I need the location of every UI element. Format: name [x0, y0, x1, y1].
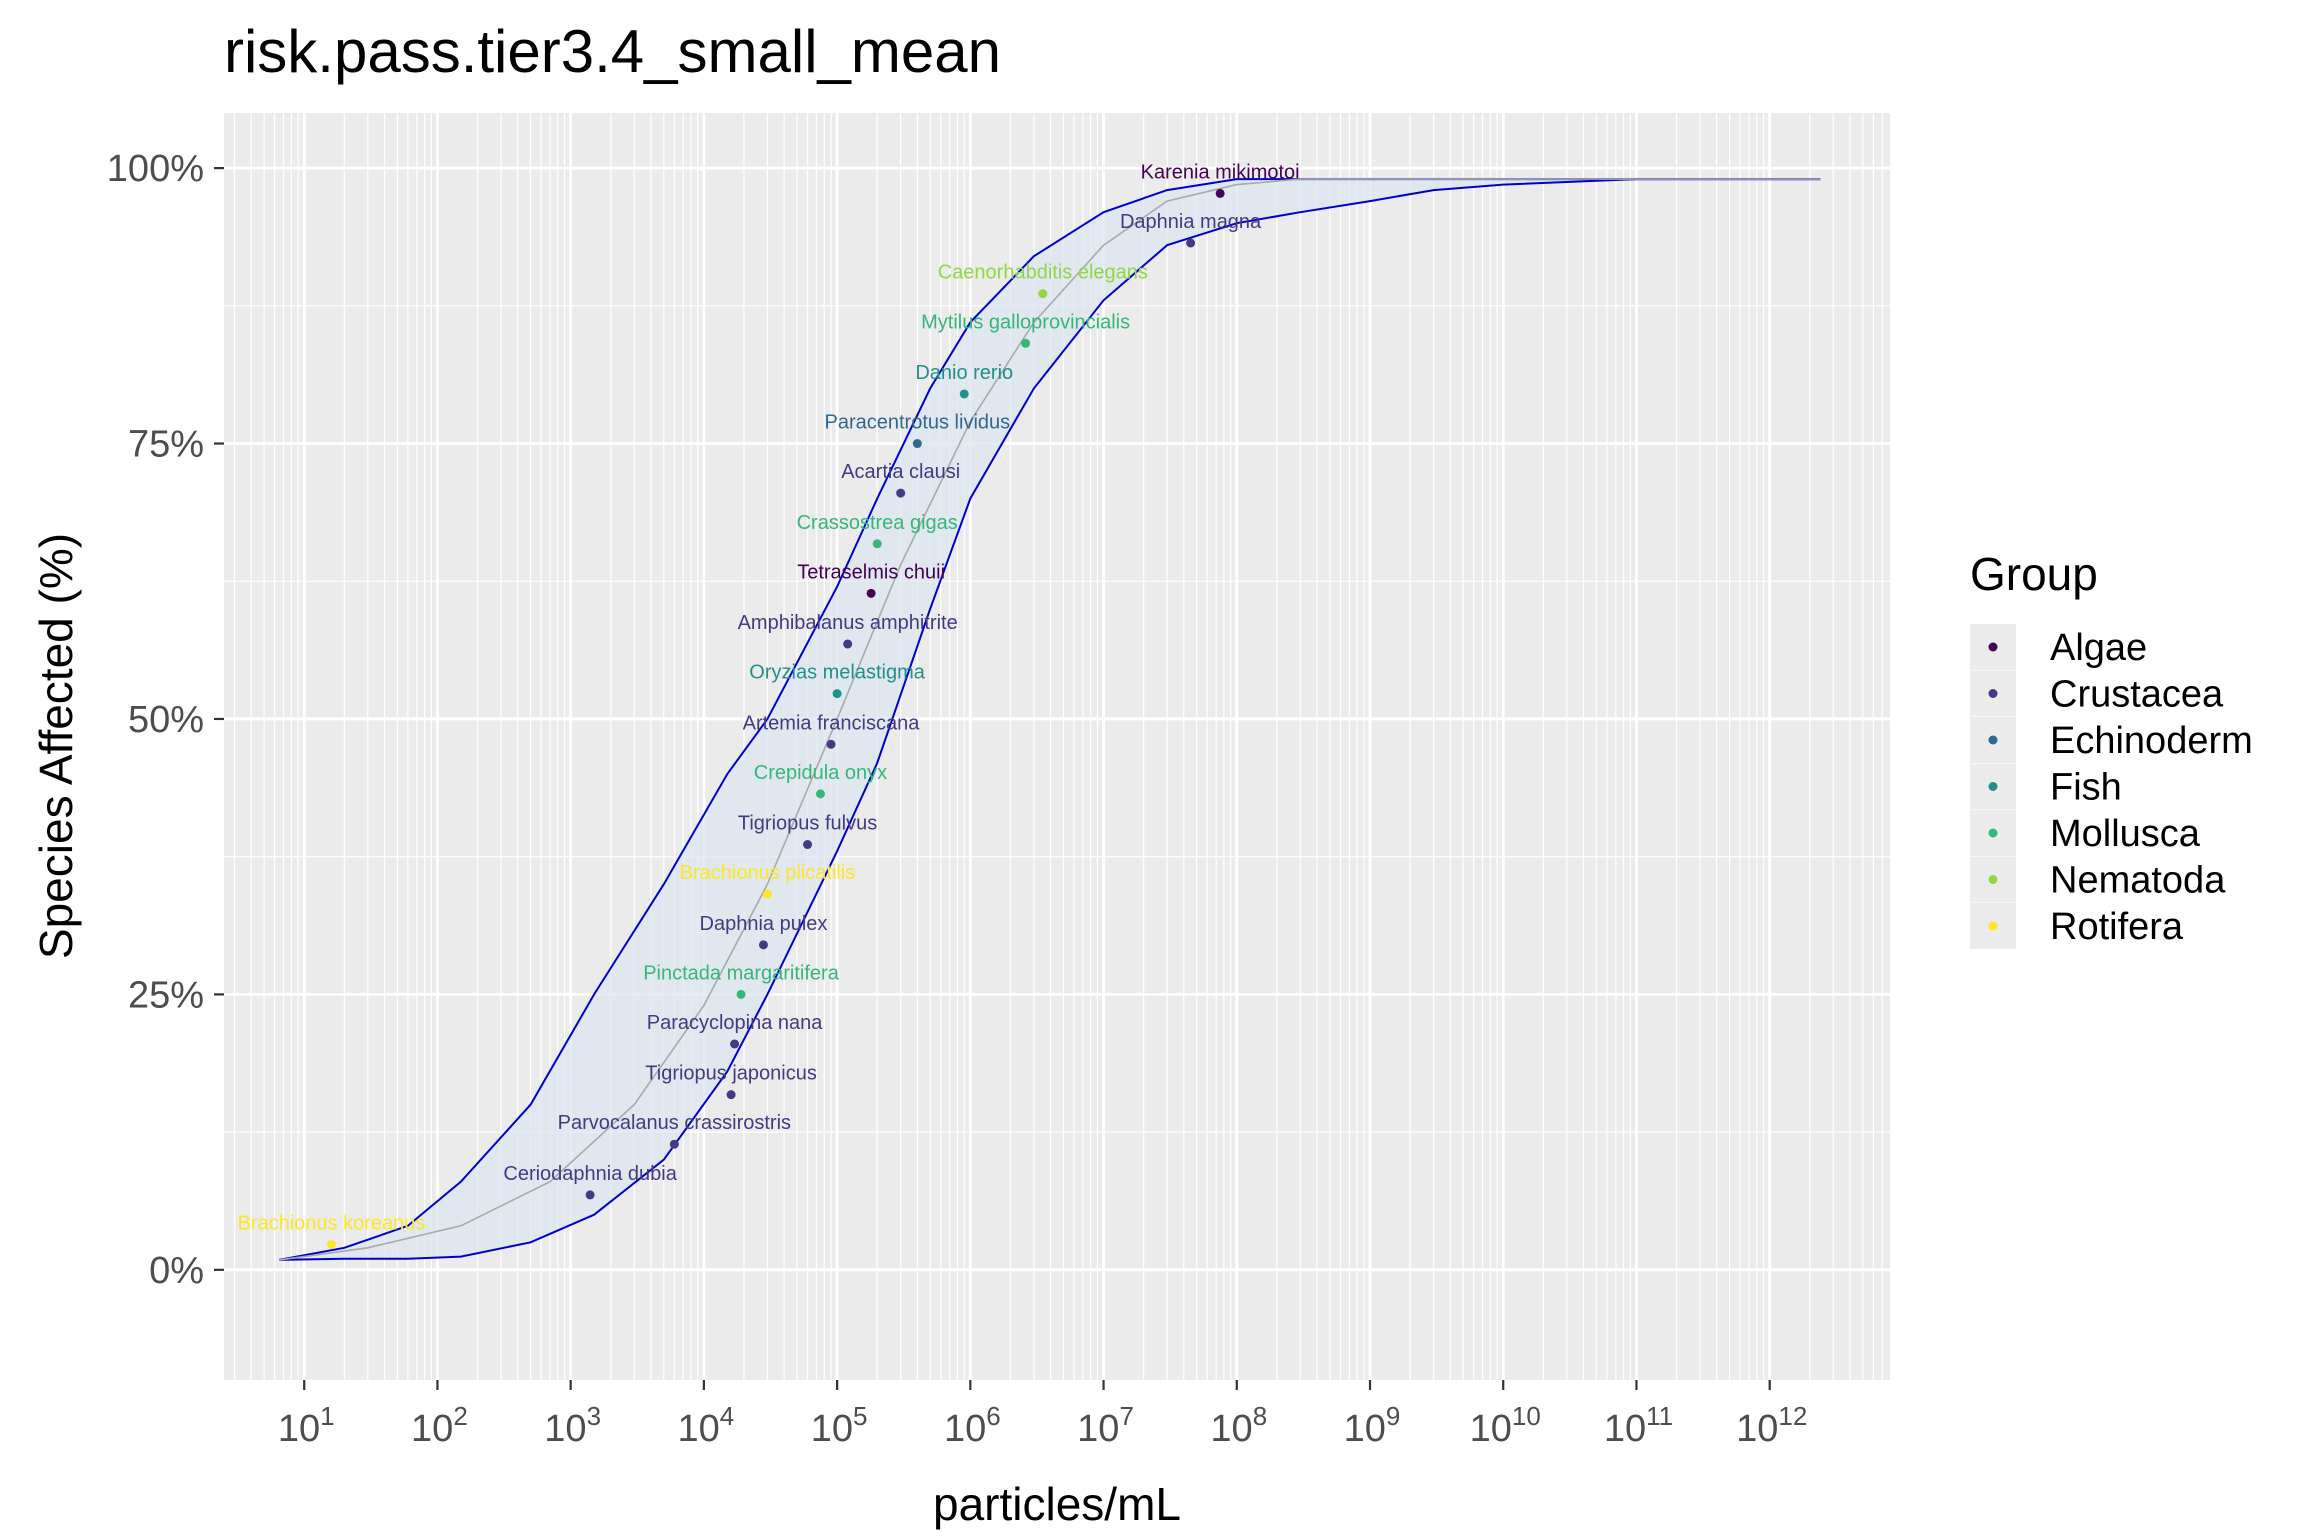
legend-title: Group [1970, 548, 2098, 600]
point-label: Oryzias melastigma [749, 662, 925, 684]
point-label: Brachionus koreanus [237, 1212, 425, 1234]
lower-confidence-line [279, 178, 1821, 1261]
legend-key-point [1988, 921, 1998, 931]
data-point [1215, 188, 1225, 198]
y-tick-label: 50% [128, 699, 204, 741]
x-tick-label: 102 [411, 1401, 468, 1450]
x-tick-label: 106 [944, 1401, 1001, 1450]
data-point [843, 639, 853, 649]
point-label: Caenorhabditis elegans [938, 262, 1148, 284]
y-tick-label: 25% [128, 974, 204, 1016]
data-point [762, 889, 772, 899]
legend-key-point [1988, 642, 1998, 652]
point-label: Ceriodaphnia dubia [503, 1163, 677, 1185]
legend-key-point [1988, 875, 1998, 884]
data-point [959, 389, 969, 399]
fit-curve [279, 178, 1821, 1261]
legend-label: Rotifera [2050, 906, 2184, 948]
data-point [896, 488, 906, 498]
x-axis-title: particles/mL [933, 1478, 1181, 1530]
data-point [803, 840, 813, 850]
point-label: Karenia mikimotoi [1141, 161, 1300, 183]
data-points [326, 188, 1225, 1249]
data-point [730, 1039, 740, 1049]
point-label: Brachionus plicatilis [680, 862, 856, 884]
legend-key-point [1988, 782, 1998, 791]
data-point [912, 439, 922, 449]
point-label: Tigriopus japonicus [645, 1063, 817, 1085]
point-label: Artemia franciscana [743, 712, 921, 734]
y-axis-ticks: 0% 25% 50% 75% 100% [107, 148, 224, 1292]
legend-key-point [1988, 828, 1998, 838]
confidence-band-fill [279, 179, 1821, 1260]
point-label: Acartia clausi [841, 461, 960, 483]
data-point [866, 588, 876, 598]
y-tick-label: 0% [149, 1250, 204, 1292]
point-label: Tetraselmis chuii [797, 561, 945, 583]
point-label: Parvocalanus crassirostris [558, 1112, 791, 1134]
x-tick-label: 1010 [1470, 1401, 1541, 1450]
point-label: Paracentrotus lividus [824, 412, 1010, 434]
data-point [585, 1190, 595, 1200]
x-tick-label: 104 [678, 1401, 735, 1450]
data-point [832, 689, 842, 699]
data-point [872, 539, 882, 549]
legend-key-point [1988, 735, 1998, 745]
x-axis-ticks: 101 102 103 104 105 106 107 108 109 1010 1011 1012 [278, 1380, 1807, 1450]
point-label: Amphibalanus amphitrite [738, 612, 958, 634]
point-label: Daphnia magna [1120, 211, 1262, 233]
legend-label: Echinoderm [2050, 720, 2253, 762]
x-tick-label: 109 [1344, 1401, 1401, 1450]
chart-title: risk.pass.tier3.4_small_mean [224, 18, 1001, 85]
data-point [1038, 289, 1048, 299]
point-label: Mytilus galloprovincialis [921, 311, 1130, 333]
legend-key-point [1988, 689, 1998, 698]
x-tick-label: 105 [811, 1401, 868, 1450]
point-label: Daphnia pulex [700, 913, 828, 935]
point-label: Pinctada margaritifera [643, 962, 840, 984]
y-tick-label: 75% [128, 424, 204, 466]
x-tick-label: 1011 [1604, 1401, 1673, 1450]
data-point [1021, 338, 1031, 348]
legend-label: Fish [2050, 767, 2122, 809]
y-axis-title: Species Affected (%) [30, 533, 82, 959]
legend-label: Crustacea [2050, 674, 2224, 716]
x-tick-label: 107 [1077, 1401, 1134, 1450]
x-tick-label: 108 [1210, 1401, 1267, 1450]
legend-label: Mollusca [2050, 813, 2201, 855]
data-point [815, 789, 825, 799]
point-labels: Brachionus koreanus Ceriodaphnia dubia Par… [237, 161, 1299, 1234]
data-point [736, 989, 746, 999]
x-tick-label: 101 [278, 1401, 335, 1450]
data-point [669, 1139, 679, 1149]
x-tick-label: 103 [544, 1401, 601, 1450]
fit-line [279, 178, 1821, 1261]
legend-label: Nematoda [2050, 860, 2226, 902]
point-label: Tigriopus fulvus [738, 813, 877, 835]
x-tick-label: 1012 [1736, 1401, 1807, 1450]
data-point [326, 1239, 336, 1249]
data-point [1186, 238, 1196, 248]
point-label: Paracyclopina nana [647, 1012, 824, 1034]
point-label: Crepidula onyx [754, 762, 887, 784]
point-label: Danio rerio [915, 362, 1013, 384]
data-point [826, 739, 836, 749]
point-label: Crassostrea gigas [797, 512, 958, 534]
data-point [726, 1090, 736, 1100]
y-tick-label: 100% [107, 148, 204, 190]
legend-label: Algae [2050, 627, 2147, 669]
data-point [758, 940, 768, 950]
